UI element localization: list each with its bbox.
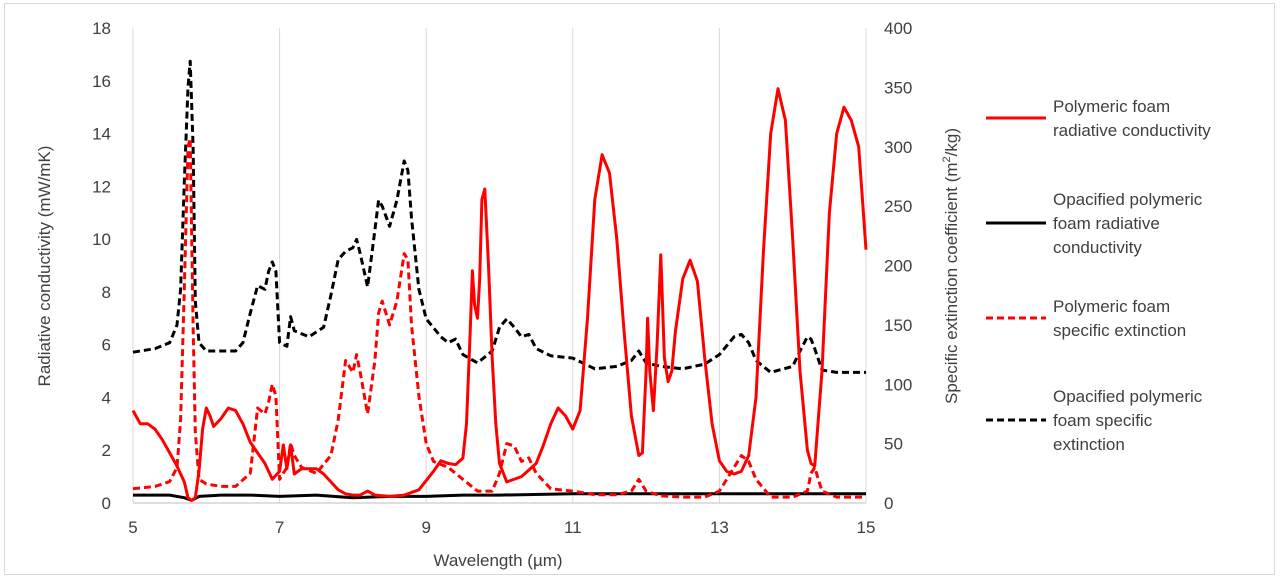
x-axis-title: Wavelength (µm) bbox=[433, 551, 562, 570]
legend-label: specific extinction bbox=[1053, 321, 1186, 340]
x-tick-label: 13 bbox=[710, 518, 729, 537]
y-left-tick-label: 0 bbox=[102, 494, 111, 513]
y-right-tick-label: 150 bbox=[884, 316, 912, 335]
legend-label: Opacified polymeric bbox=[1053, 387, 1203, 406]
chart-frame bbox=[4, 3, 1275, 575]
y-right-title-superscript: 2 bbox=[941, 156, 953, 162]
y-left-tick-label: 4 bbox=[102, 388, 111, 407]
y-right-tick-label: 250 bbox=[884, 197, 912, 216]
x-tick-label: 11 bbox=[564, 518, 582, 537]
series-lines bbox=[131, 59, 868, 502]
y-right-tick-label: 400 bbox=[884, 19, 912, 38]
y-right-axis-title: Specific extinction coefficient (m2/kg) bbox=[941, 128, 961, 404]
legend-label: foam specific bbox=[1053, 411, 1153, 430]
legend-label: foam radiative bbox=[1053, 214, 1160, 233]
legend-label: Polymeric foam bbox=[1053, 97, 1170, 116]
tick-labels: 5 7 9 11 13 150246810121416180501001502002503… bbox=[92, 19, 912, 537]
y-left-axis-title: Radiative conductivity (mW/mK) bbox=[35, 146, 54, 387]
y-right-tick-label: 0 bbox=[884, 494, 893, 513]
series-line-2 bbox=[133, 492, 866, 502]
y-left-tick-label: 14 bbox=[92, 125, 111, 144]
legend-label: extinction bbox=[1053, 435, 1125, 454]
y-right-tick-label: 50 bbox=[884, 435, 903, 454]
x-tick-label: 5 bbox=[128, 518, 137, 537]
y-left-tick-label: 6 bbox=[102, 336, 111, 355]
y-right-title-prefix: Specific extinction coefficient (m bbox=[942, 162, 961, 404]
x-tick-label: 15 bbox=[857, 518, 876, 537]
y-left-tick-label: 18 bbox=[92, 19, 111, 38]
legend: Polymeric foam radiative conductivity Opac… bbox=[986, 97, 1211, 454]
y-right-title-suffix: /kg) bbox=[942, 128, 961, 156]
y-left-tick-label: 12 bbox=[92, 177, 111, 196]
gridlines bbox=[132, 28, 867, 503]
series-line-1 bbox=[131, 87, 868, 502]
y-left-tick-label: 8 bbox=[102, 283, 111, 302]
legend-label: Opacified polymeric bbox=[1053, 190, 1203, 209]
legend-label: radiative conductivity bbox=[1053, 121, 1211, 140]
legend-label: Polymeric foam bbox=[1053, 297, 1170, 316]
y-right-tick-label: 300 bbox=[884, 138, 912, 157]
y-right-tick-label: 100 bbox=[884, 375, 912, 394]
y-right-tick-label: 200 bbox=[884, 257, 912, 276]
y-right-tick-label: 350 bbox=[884, 78, 912, 97]
legend-label: conductivity bbox=[1053, 238, 1142, 257]
y-left-tick-label: 16 bbox=[92, 72, 111, 91]
x-tick-label: 9 bbox=[421, 518, 430, 537]
y-left-tick-label: 10 bbox=[92, 230, 111, 249]
y-left-tick-label: 2 bbox=[102, 441, 111, 460]
series-line-3 bbox=[132, 136, 866, 499]
x-tick-label: 7 bbox=[275, 518, 284, 537]
series-line-4 bbox=[132, 59, 866, 374]
